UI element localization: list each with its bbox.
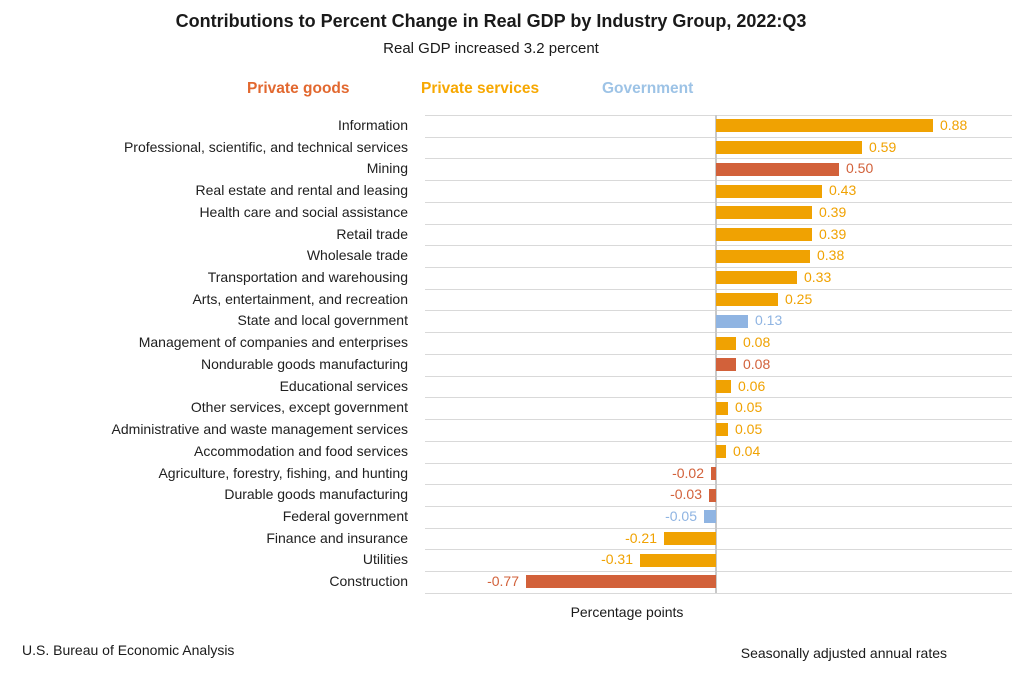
category-label: Durable goods manufacturing	[224, 486, 408, 502]
bar	[716, 358, 736, 371]
gridline	[425, 180, 1012, 181]
value-label: 0.06	[738, 378, 766, 394]
source-attribution: U.S. Bureau of Economic Analysis	[22, 642, 235, 658]
category-label: Construction	[329, 573, 408, 589]
gridline	[425, 158, 1012, 159]
category-label: Transportation and warehousing	[207, 269, 408, 285]
x-axis-label: Percentage points	[570, 604, 684, 620]
footer-note: Seasonally adjusted annual rates	[740, 645, 947, 661]
category-label: Accommodation and food services	[194, 443, 408, 459]
value-label: 0.05	[735, 399, 763, 415]
bar	[716, 271, 797, 284]
value-label: 0.05	[735, 421, 763, 437]
gridline	[425, 224, 1012, 225]
bar	[526, 575, 716, 588]
chart-title: Contributions to Percent Change in Real …	[175, 11, 807, 31]
bar	[716, 250, 810, 263]
bar	[709, 489, 716, 502]
legend-item-private-goods: Private goods	[247, 80, 350, 97]
category-label: Health care and social assistance	[199, 204, 408, 220]
value-label: 0.59	[869, 139, 897, 155]
category-label: Finance and insurance	[266, 530, 408, 546]
category-label: Utilities	[362, 551, 408, 567]
category-label: Retail trade	[336, 226, 408, 242]
legend-item-government: Government	[602, 80, 694, 97]
value-label: 0.50	[846, 160, 874, 176]
value-label: 0.13	[755, 312, 783, 328]
value-label: 0.25	[785, 291, 813, 307]
gridline	[425, 397, 1012, 398]
bar	[640, 554, 716, 567]
category-label: Federal government	[282, 508, 408, 524]
category-label: State and local government	[237, 312, 408, 328]
category-label: Other services, except government	[190, 399, 408, 415]
gridline	[425, 593, 1012, 594]
bar	[711, 467, 716, 480]
category-label: Mining	[366, 160, 408, 176]
value-label: 0.39	[819, 204, 847, 220]
bar	[716, 141, 862, 154]
zero-axis-line	[715, 115, 717, 593]
category-label: Arts, entertainment, and recreation	[192, 291, 408, 307]
gridline	[425, 310, 1012, 311]
value-label: 0.39	[819, 226, 847, 242]
category-label: Agriculture, forestry, fishing, and hunt…	[158, 465, 408, 481]
value-label: 0.88	[940, 117, 968, 133]
bar	[716, 402, 728, 415]
category-label: Educational services	[279, 378, 408, 394]
value-label: 0.08	[743, 334, 771, 350]
category-label: Administrative and waste management serv…	[111, 421, 408, 437]
category-label: Management of companies and enterprises	[138, 334, 408, 350]
value-label: 0.33	[804, 269, 832, 285]
gridline	[425, 289, 1012, 290]
gridline	[425, 571, 1012, 572]
bar	[716, 119, 933, 132]
value-label: -0.31	[601, 551, 633, 567]
bar	[664, 532, 716, 545]
bar	[716, 423, 728, 436]
category-label: Professional, scientific, and technical …	[123, 139, 408, 155]
gridline	[425, 528, 1012, 529]
bar	[704, 510, 716, 523]
gridline	[425, 332, 1012, 333]
bar	[716, 163, 839, 176]
value-label: 0.38	[817, 247, 845, 263]
gridline	[425, 376, 1012, 377]
gridline	[425, 245, 1012, 246]
gridline	[425, 484, 1012, 485]
category-label: Nondurable goods manufacturing	[200, 356, 408, 372]
bar	[716, 206, 812, 219]
gridline	[425, 137, 1012, 138]
legend-item-private-services: Private services	[421, 80, 540, 97]
value-label: 0.08	[743, 356, 771, 372]
gridline	[425, 549, 1012, 550]
value-label: -0.02	[672, 465, 704, 481]
gridline	[425, 202, 1012, 203]
bar	[716, 293, 778, 306]
value-label: 0.43	[829, 182, 857, 198]
gridline	[425, 115, 1012, 116]
bar	[716, 445, 726, 458]
gridline	[425, 419, 1012, 420]
bar	[716, 337, 736, 350]
gridline	[425, 441, 1012, 442]
chart-subtitle: Real GDP increased 3.2 percent	[383, 40, 599, 57]
category-label: Wholesale trade	[306, 247, 408, 263]
gridline	[425, 267, 1012, 268]
gridline	[425, 506, 1012, 507]
gridline	[425, 354, 1012, 355]
value-label: 0.04	[733, 443, 761, 459]
bar	[716, 185, 822, 198]
bar	[716, 315, 748, 328]
value-label: -0.05	[665, 508, 697, 524]
bar	[716, 228, 812, 241]
bar	[716, 380, 731, 393]
gridline	[425, 463, 1012, 464]
category-label: Information	[337, 117, 408, 133]
value-label: -0.21	[625, 530, 657, 546]
value-label: -0.77	[487, 573, 519, 589]
category-label: Real estate and rental and leasing	[195, 182, 408, 198]
value-label: -0.03	[670, 486, 702, 502]
